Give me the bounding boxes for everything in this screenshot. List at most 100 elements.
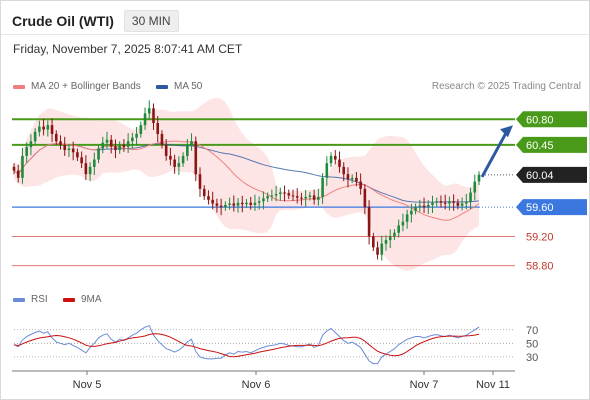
candle-body xyxy=(388,236,392,241)
candle-body xyxy=(350,177,354,180)
candle-body xyxy=(410,210,413,215)
candle-body xyxy=(135,133,138,138)
candle-body xyxy=(118,144,121,151)
legend-ma50: MA 50 xyxy=(156,81,202,92)
rsi-label: RSI xyxy=(31,294,48,305)
candle-body xyxy=(126,141,130,148)
candle-body xyxy=(249,202,253,205)
candle-body xyxy=(211,199,214,204)
candle-body xyxy=(262,198,265,202)
candle-body xyxy=(342,166,346,175)
candle-body xyxy=(38,126,41,132)
candle-body xyxy=(333,155,337,160)
candle-body xyxy=(329,155,333,164)
candle-body xyxy=(418,205,422,208)
candle-body xyxy=(173,159,176,167)
candle-body xyxy=(477,174,481,182)
level-label: 59.20 xyxy=(526,231,554,243)
candle-body xyxy=(287,193,291,196)
forecast-arrow-head xyxy=(500,125,513,138)
candle-body xyxy=(33,131,37,142)
candle-body xyxy=(88,166,92,175)
x-tick-label: Nov 7 xyxy=(410,379,439,391)
candle-body xyxy=(393,232,396,237)
timeframe-badge[interactable]: 30 MIN xyxy=(123,10,179,32)
forecast-arrow-shaft xyxy=(480,128,510,178)
candle-body xyxy=(29,141,33,148)
candle-body xyxy=(143,113,147,126)
candle-body xyxy=(177,163,181,167)
candle-body xyxy=(131,137,134,142)
candle-body xyxy=(25,147,28,156)
candle-body xyxy=(80,157,83,164)
candle-body xyxy=(270,195,274,197)
candle-body xyxy=(207,196,210,200)
candle-body xyxy=(325,163,329,178)
rsi-tick-label: 70 xyxy=(526,325,538,337)
candle-body xyxy=(215,203,219,206)
candle-body xyxy=(50,125,54,134)
legend-rsi-ma: 9MA xyxy=(63,294,102,305)
candle-body xyxy=(452,201,455,203)
candle-body xyxy=(376,247,379,255)
rsi-swatch xyxy=(13,297,25,302)
candle-body xyxy=(321,177,324,197)
candle-body xyxy=(456,202,460,206)
candle-body xyxy=(152,108,155,123)
legend-ma20: MA 20 + Bollinger Bands xyxy=(13,81,141,92)
candle-body xyxy=(245,202,248,205)
candle-body xyxy=(93,159,96,167)
candle-body xyxy=(274,193,278,196)
candle-body xyxy=(279,192,282,194)
candle-body xyxy=(139,125,143,134)
credit-text: Research © 2025 Trading Central xyxy=(431,81,581,92)
candle-body xyxy=(186,144,189,156)
candle-body xyxy=(219,205,223,208)
candle-body xyxy=(431,202,434,205)
candle-body xyxy=(198,174,202,189)
price-pane: 60.80 60.45 60.04 59.60 59.20 58.80 xyxy=(12,97,587,273)
candle-body xyxy=(190,141,193,145)
x-tick-label: Nov 6 xyxy=(242,379,271,391)
level-label: 60.04 xyxy=(526,170,554,182)
candle-body xyxy=(101,142,105,149)
candle-body xyxy=(76,152,79,158)
candle-body xyxy=(59,141,62,145)
candle-body xyxy=(469,192,472,203)
x-tick-label: Nov 5 xyxy=(73,379,102,391)
level-label-box xyxy=(516,199,587,216)
rsi-tick-label: 30 xyxy=(526,352,538,364)
level-label-box xyxy=(516,111,587,128)
candle-body xyxy=(156,122,160,134)
candle-body xyxy=(84,163,88,175)
candle-body xyxy=(338,159,341,167)
candle-body xyxy=(363,188,367,208)
legend-rsi: RSI xyxy=(13,294,48,305)
candle-body xyxy=(240,202,244,205)
candle-body xyxy=(147,108,151,114)
candle-body xyxy=(181,155,185,164)
candle-body xyxy=(448,201,451,204)
candle-body xyxy=(380,243,384,255)
candle-body xyxy=(384,240,388,244)
candle-body xyxy=(21,155,24,178)
candle-body xyxy=(465,202,468,204)
rsi-tick-label: 50 xyxy=(526,338,538,350)
candle-body xyxy=(42,126,45,130)
candle-body xyxy=(114,146,117,151)
ma20-line xyxy=(13,140,480,221)
candle-body xyxy=(397,225,400,233)
candle-body xyxy=(12,166,16,171)
candle-body xyxy=(236,202,240,206)
level-label: 60.80 xyxy=(526,114,554,126)
candle-body xyxy=(300,197,303,199)
candle-body xyxy=(16,170,20,178)
level-label: 59.60 xyxy=(526,202,554,214)
ma20-swatch xyxy=(13,84,25,89)
candle-body xyxy=(439,201,443,203)
candle-body xyxy=(443,202,447,204)
candle-body xyxy=(228,203,231,205)
candle-body xyxy=(194,141,198,175)
x-tick-label: Nov 11 xyxy=(476,379,510,391)
